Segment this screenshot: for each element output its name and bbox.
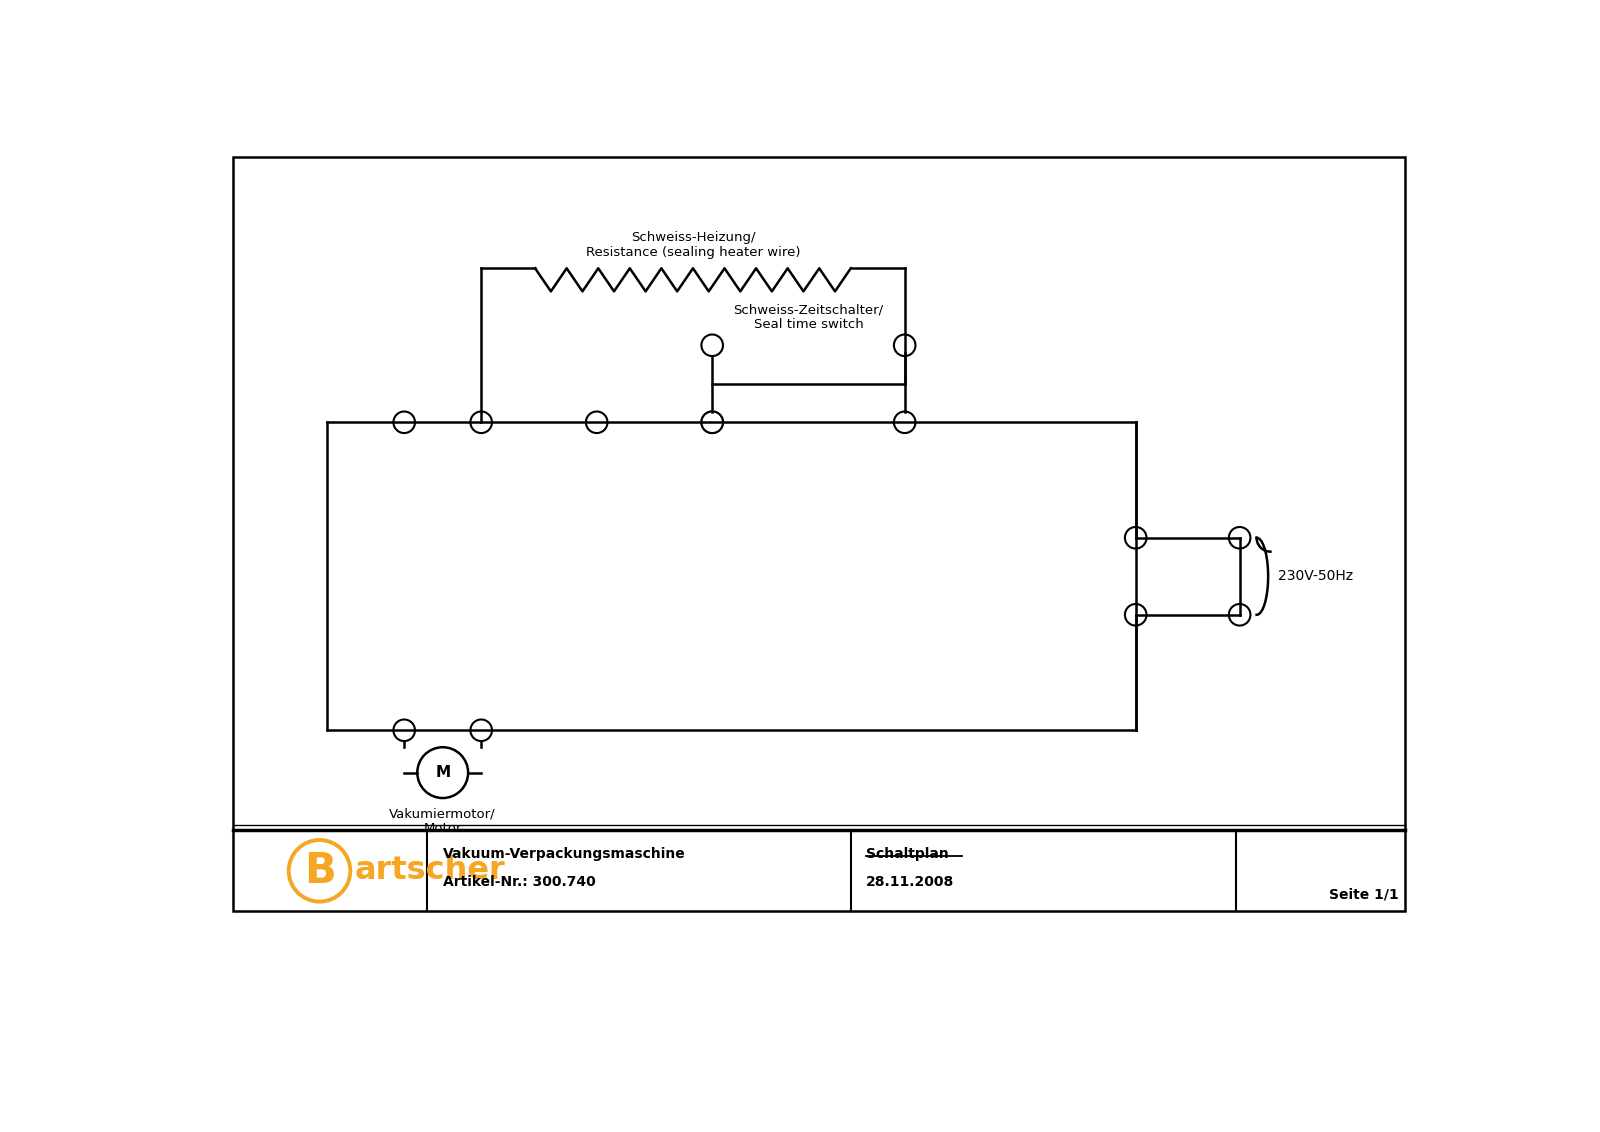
Text: Seite 1/1: Seite 1/1 <box>1330 887 1398 901</box>
Text: artscher: artscher <box>354 856 506 886</box>
Text: Artikel-Nr.: 300.740: Artikel-Nr.: 300.740 <box>443 875 595 889</box>
Circle shape <box>894 412 915 434</box>
Circle shape <box>394 412 414 434</box>
Text: 230V-50Hz: 230V-50Hz <box>1278 569 1354 583</box>
Bar <box>234 156 1405 911</box>
Circle shape <box>1125 528 1147 549</box>
Text: B: B <box>304 850 336 892</box>
Text: Schweiss-Heizung/
Resistance (sealing heater wire): Schweiss-Heizung/ Resistance (sealing he… <box>586 231 800 259</box>
Text: Vakuum-Verpackungsmaschine: Vakuum-Verpackungsmaschine <box>443 848 685 861</box>
Circle shape <box>701 412 723 434</box>
Circle shape <box>1229 604 1251 626</box>
Circle shape <box>418 747 469 798</box>
Text: Schweiss-Zeitschalter/
Seal time switch: Schweiss-Zeitschalter/ Seal time switch <box>733 303 883 332</box>
Circle shape <box>470 412 491 434</box>
Text: Schaltplan: Schaltplan <box>866 848 949 861</box>
Circle shape <box>394 720 414 741</box>
Circle shape <box>586 412 608 434</box>
Circle shape <box>1229 528 1251 549</box>
Circle shape <box>894 334 915 357</box>
Text: 28.11.2008: 28.11.2008 <box>866 875 955 889</box>
Text: M: M <box>435 765 450 780</box>
Circle shape <box>1125 604 1147 626</box>
Text: Vakumiermotor/
Motor: Vakumiermotor/ Motor <box>389 807 496 835</box>
Circle shape <box>701 334 723 357</box>
Circle shape <box>470 720 491 741</box>
Circle shape <box>701 412 723 434</box>
